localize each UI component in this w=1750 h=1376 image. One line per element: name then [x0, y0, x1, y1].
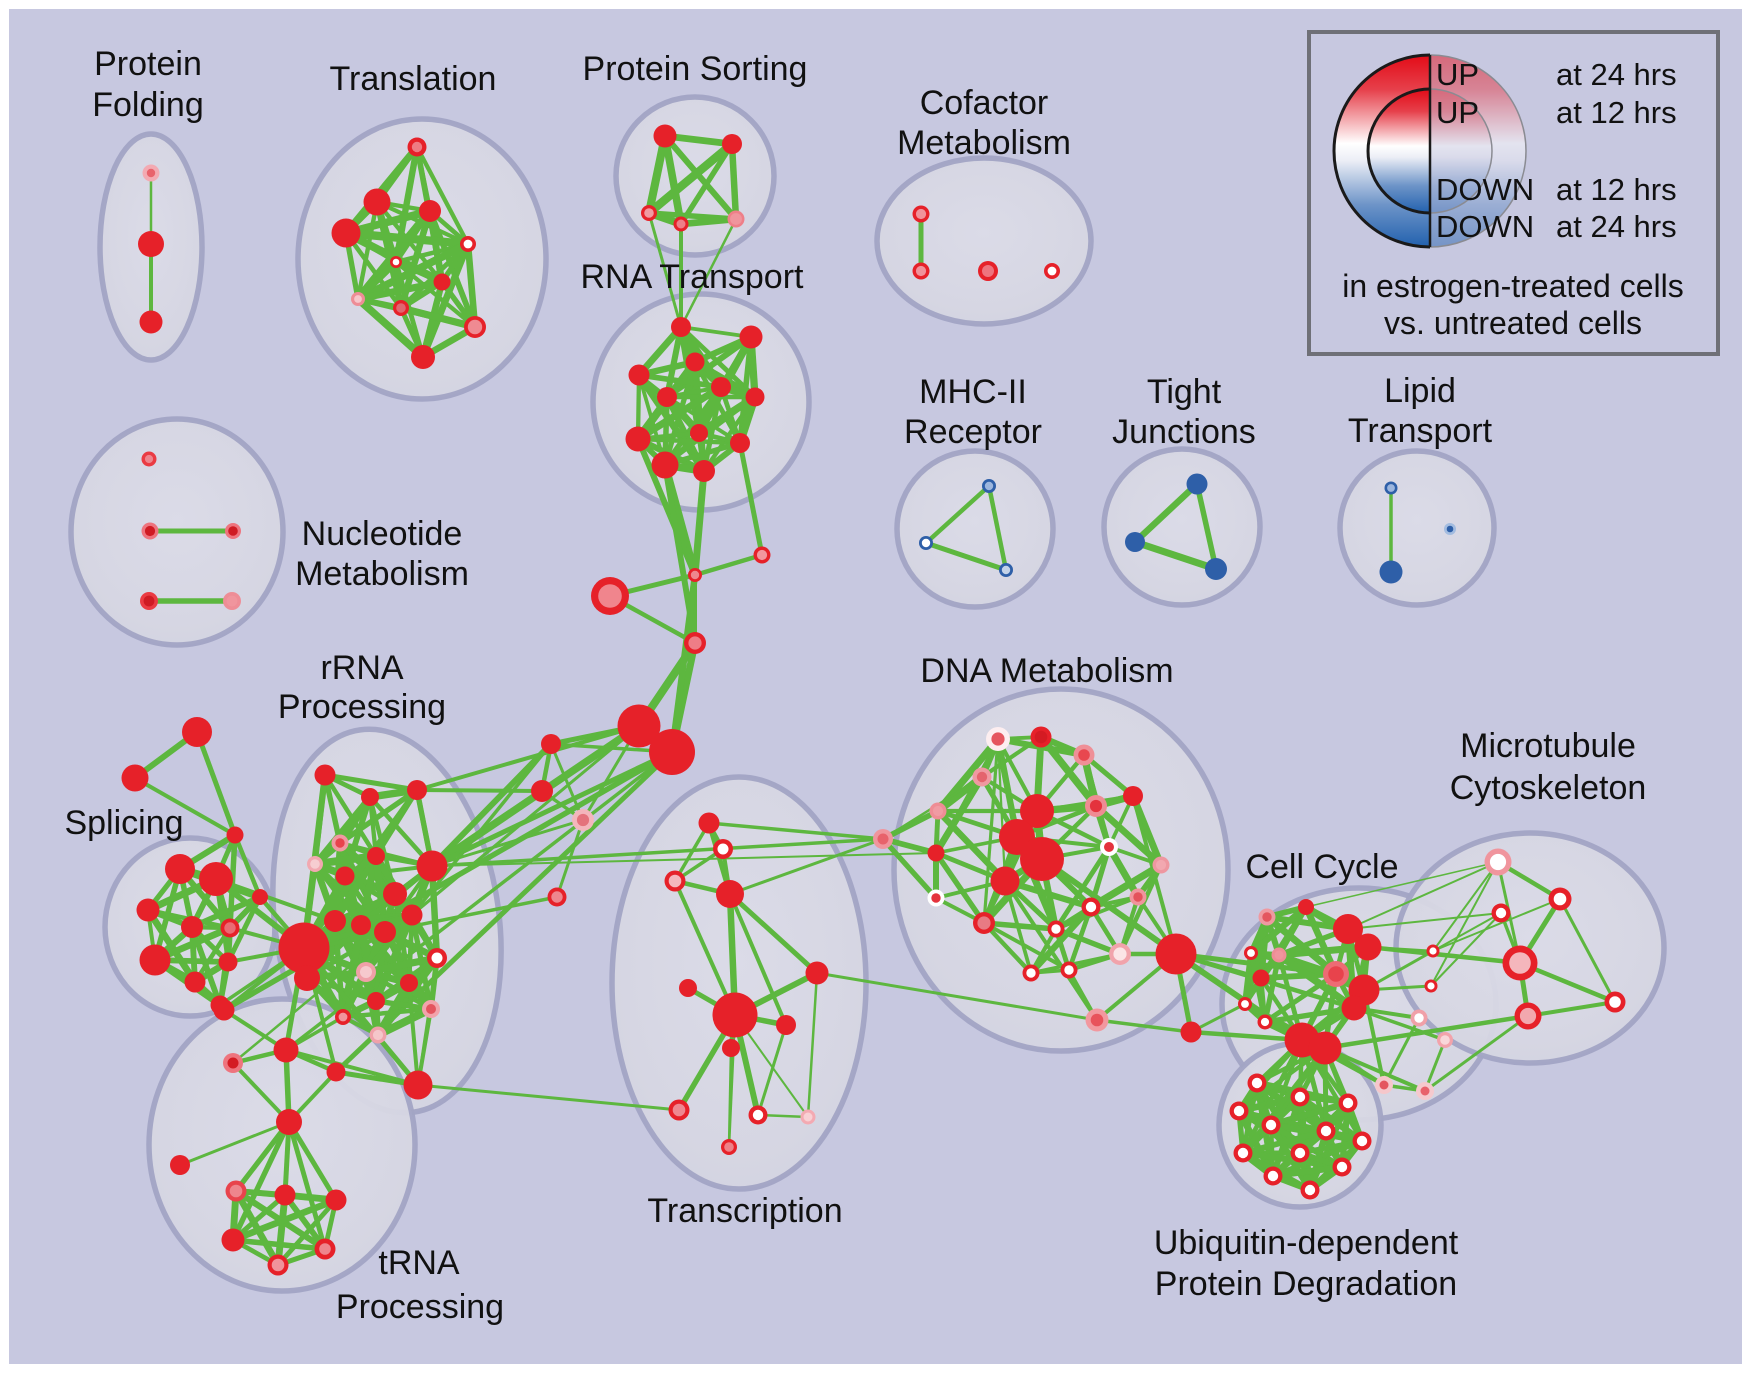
svg-text:Protein Degradation: Protein Degradation — [1155, 1265, 1457, 1303]
svg-text:Lipid: Lipid — [1384, 372, 1456, 410]
svg-text:DOWN: DOWN — [1436, 209, 1534, 244]
svg-text:Nucleotide: Nucleotide — [302, 515, 463, 553]
svg-text:DOWN: DOWN — [1436, 172, 1534, 207]
svg-text:Metabolism: Metabolism — [897, 124, 1071, 162]
svg-text:Protein Sorting: Protein Sorting — [583, 50, 808, 88]
svg-text:Transport: Transport — [1348, 412, 1493, 450]
svg-text:at 12 hrs: at 12 hrs — [1556, 172, 1677, 207]
svg-text:MHC-II: MHC-II — [919, 373, 1027, 411]
svg-text:Receptor: Receptor — [904, 413, 1042, 451]
svg-text:Folding: Folding — [92, 86, 204, 124]
svg-text:Junctions: Junctions — [1112, 413, 1256, 451]
svg-text:Transcription: Transcription — [647, 1192, 842, 1230]
svg-text:Tight: Tight — [1147, 373, 1222, 411]
svg-text:UP: UP — [1436, 57, 1479, 92]
svg-text:Metabolism: Metabolism — [295, 555, 469, 593]
svg-text:Processing: Processing — [278, 688, 446, 726]
svg-text:at 24 hrs: at 24 hrs — [1556, 57, 1677, 92]
svg-text:Cell Cycle: Cell Cycle — [1245, 848, 1398, 886]
svg-text:Translation: Translation — [330, 60, 497, 98]
svg-text:at 12 hrs: at 12 hrs — [1556, 95, 1677, 130]
svg-text:Microtubule: Microtubule — [1460, 727, 1636, 765]
svg-text:rRNA: rRNA — [320, 649, 403, 687]
svg-text:at 24 hrs: at 24 hrs — [1556, 209, 1677, 244]
svg-text:RNA Transport: RNA Transport — [581, 258, 805, 296]
svg-text:vs. untreated cells: vs. untreated cells — [1384, 305, 1642, 341]
svg-text:Splicing: Splicing — [64, 804, 183, 842]
svg-text:Processing: Processing — [336, 1288, 504, 1326]
svg-text:Protein: Protein — [94, 45, 202, 83]
svg-text:Cytoskeleton: Cytoskeleton — [1450, 769, 1647, 807]
svg-text:UP: UP — [1436, 95, 1479, 130]
svg-text:DNA Metabolism: DNA Metabolism — [920, 652, 1173, 690]
svg-text:in estrogen-treated cells: in estrogen-treated cells — [1342, 268, 1684, 304]
svg-text:Ubiquitin-dependent: Ubiquitin-dependent — [1154, 1224, 1459, 1262]
svg-text:Cofactor: Cofactor — [920, 84, 1049, 122]
svg-text:tRNA: tRNA — [378, 1244, 460, 1282]
